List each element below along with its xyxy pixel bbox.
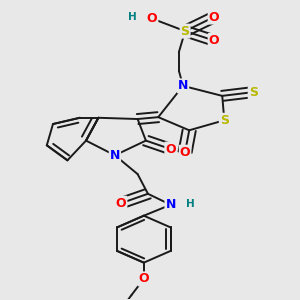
Text: N: N [166, 198, 176, 211]
Text: O: O [209, 11, 219, 23]
Text: O: O [116, 197, 126, 210]
Text: N: N [110, 149, 120, 162]
Text: N: N [178, 80, 188, 92]
Text: O: O [139, 272, 149, 285]
Text: O: O [209, 34, 219, 47]
Text: S: S [220, 114, 229, 127]
Text: S: S [181, 25, 190, 38]
Text: O: O [180, 146, 190, 159]
Text: H: H [128, 12, 136, 22]
Text: O: O [147, 12, 158, 25]
Text: H: H [186, 199, 195, 209]
Text: O: O [165, 142, 176, 156]
Text: S: S [249, 85, 258, 99]
